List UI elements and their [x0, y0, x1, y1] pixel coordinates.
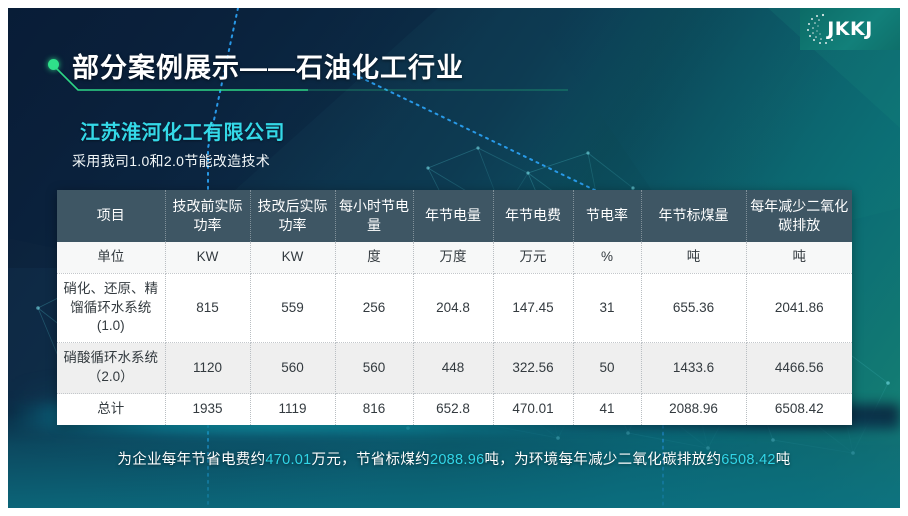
row-2-cell-7: 6508.42 — [746, 393, 852, 426]
col-header-7: 年节标煤量 — [641, 190, 747, 242]
unit-cell-8: 吨 — [746, 241, 852, 274]
slide-canvas: JKKJ 部分案例展示——石油化工行业 江苏淮河化工有限公司 采用我司1.0和2… — [8, 8, 900, 508]
col-header-5: 年节电费 — [493, 190, 574, 242]
row-2-cell-3: 652.8 — [413, 393, 494, 426]
summary-value-electricity-cost: 470.01 — [265, 452, 312, 468]
company-name: 江苏淮河化工有限公司 — [80, 122, 285, 144]
row-2-cell-0: 1935 — [165, 393, 251, 426]
logo-swirl-icon — [807, 13, 833, 44]
row-0-cell-7: 2041.86 — [746, 273, 852, 344]
summary-part-3: 吨，为环境每年减少二氧化碳排放约 — [484, 452, 722, 468]
logo-text: JKKJ — [827, 17, 873, 40]
technology-note: 采用我司1.0和2.0节能改造技术 — [72, 153, 271, 169]
table: 项目 技改前实际功率 技改后实际功率 每小时节电量 年节电量 年节电费 节电率 … — [57, 190, 852, 426]
row-1-cell-2: 560 — [335, 342, 414, 395]
col-header-8: 每年减少二氧化碳排放 — [746, 190, 852, 242]
col-header-1: 技改前实际功率 — [165, 190, 251, 242]
row-1-cell-3: 448 — [413, 342, 494, 395]
title-text: 部分案例展示——石油化工行业 — [72, 53, 464, 83]
col-header-4: 年节电量 — [413, 190, 494, 242]
title-bullet-icon — [48, 59, 59, 70]
table-header-row: 项目 技改前实际功率 技改后实际功率 每小时节电量 年节电量 年节电费 节电率 … — [57, 190, 852, 242]
row-0-cell-3: 204.8 — [413, 273, 494, 344]
row-0-cell-6: 655.36 — [641, 273, 747, 344]
col-header-3: 每小时节电量 — [335, 190, 414, 242]
unit-cell-5: 万元 — [493, 241, 574, 274]
row-2-cell-6: 2088.96 — [641, 393, 747, 426]
row-0-cell-0: 815 — [165, 273, 251, 344]
summary-part-1: 为企业每年节省电费约 — [117, 452, 266, 468]
summary-part-4: 吨 — [775, 452, 791, 468]
table-row: 硝酸循环水系统 （2.0） 1120 560 560 448 322.56 50… — [57, 342, 852, 395]
unit-cell-2: KW — [250, 241, 336, 274]
col-header-6: 节电率 — [573, 190, 642, 242]
row-2-cell-1: 1119 — [250, 393, 336, 426]
row-2-cell-2: 816 — [335, 393, 414, 426]
row-2-cell-5: 41 — [573, 393, 642, 426]
row-1-cell-0: 1120 — [165, 342, 251, 395]
row-0-cell-5: 31 — [573, 273, 642, 344]
col-header-2: 技改后实际功率 — [250, 190, 336, 242]
summary-value-coal: 2088.96 — [429, 452, 485, 468]
unit-cell-1: KW — [165, 241, 251, 274]
page-title: 部分案例展示——石油化工行业 — [48, 50, 748, 92]
table-row-total: 总计 1935 1119 816 652.8 470.01 41 2088.96… — [57, 393, 852, 426]
row-0-cell-4: 147.45 — [493, 273, 574, 344]
row-1-cell-7: 4466.56 — [746, 342, 852, 395]
table-row: 硝化、还原、精馏循环水系统(1.0) 815 559 256 204.8 147… — [57, 273, 852, 344]
row-2-name: 总计 — [57, 393, 166, 426]
unit-cell-7: 吨 — [641, 241, 747, 274]
case-data-table: 项目 技改前实际功率 技改后实际功率 每小时节电量 年节电量 年节电费 节电率 … — [57, 190, 852, 426]
col-header-0: 项目 — [57, 190, 166, 242]
row-1-cell-4: 322.56 — [493, 342, 574, 395]
unit-cell-6: % — [573, 241, 642, 274]
summary-footer: 为企业每年节省电费约470.01万元，节省标煤约2088.96吨，为环境每年减少… — [8, 448, 900, 469]
row-1-name: 硝酸循环水系统 （2.0） — [57, 342, 166, 395]
unit-cell-4: 万度 — [413, 241, 494, 274]
bottom-teal-overlay — [8, 412, 900, 508]
jkkj-logo: JKKJ — [800, 8, 900, 50]
row-0-cell-2: 256 — [335, 273, 414, 344]
summary-part-2: 万元，节省标煤约 — [311, 452, 430, 468]
summary-value-co2: 6508.42 — [721, 452, 776, 468]
row-0-cell-1: 559 — [250, 273, 336, 344]
row-1-cell-6: 1433.6 — [641, 342, 747, 395]
table-row-units: 单位 KW KW 度 万度 万元 % 吨 吨 — [57, 241, 852, 274]
row-1-cell-5: 50 — [573, 342, 642, 395]
unit-label: 单位 — [57, 241, 166, 274]
row-2-cell-4: 470.01 — [493, 393, 574, 426]
row-0-name: 硝化、还原、精馏循环水系统(1.0) — [57, 273, 166, 344]
unit-cell-3: 度 — [335, 241, 414, 274]
row-1-cell-1: 560 — [250, 342, 336, 395]
